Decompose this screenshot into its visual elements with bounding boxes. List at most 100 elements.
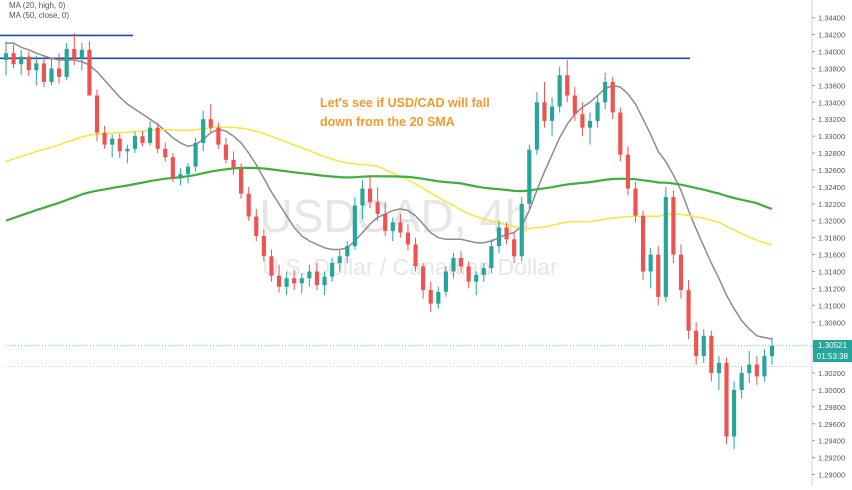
tick-label: 1.32200 [818, 200, 845, 209]
candle-body [185, 166, 191, 175]
candle-body [587, 120, 593, 128]
candle-body [754, 364, 759, 377]
tick-label: 1.29800 [818, 403, 845, 412]
tick-label: 1.34000 [818, 48, 845, 57]
candle-body [390, 222, 395, 231]
candle-body [762, 356, 767, 377]
tick-label: 1.32600 [818, 166, 845, 175]
candles [3, 32, 775, 450]
candle-body [686, 290, 691, 331]
candle-body [34, 63, 39, 71]
candle-body [731, 389, 737, 437]
candle-body [701, 335, 706, 357]
candle-body [11, 53, 16, 65]
candle-body [3, 53, 9, 60]
candle-body [421, 266, 426, 291]
candle-body [26, 56, 31, 71]
grid-lines [6, 345, 812, 367]
tick-label: 1.31800 [818, 234, 845, 243]
ma100-line [5, 166, 773, 222]
candle-body [572, 95, 577, 115]
candle-body [375, 202, 380, 214]
candle-body [170, 157, 175, 179]
tick-label: 1.32800 [818, 149, 845, 158]
candle-body [656, 254, 661, 297]
candle-body [64, 48, 69, 77]
candle-body [49, 68, 54, 82]
candle-body [178, 174, 183, 179]
candle-body [769, 345, 775, 357]
candle-body [678, 254, 684, 291]
candle-body [610, 81, 615, 113]
candle-body [648, 254, 653, 272]
candle-body [405, 232, 411, 245]
candle-body [633, 188, 638, 216]
candle-body [663, 197, 668, 297]
candle-body [254, 216, 259, 236]
candle-body [489, 246, 494, 269]
candle-body [102, 132, 107, 145]
candle-body [216, 127, 221, 145]
candle-body [57, 68, 62, 77]
candle-body [481, 268, 486, 275]
price-axis: 1.34400 1.34200 1.34000 1.33800 1.33600 1.334… [811, 0, 845, 485]
candle-body [284, 278, 289, 287]
tick-label: 1.29600 [818, 420, 845, 429]
tick-label: 1.33600 [818, 81, 845, 90]
candle-body [709, 335, 714, 374]
candle-body [451, 257, 456, 272]
candle-body [110, 138, 115, 145]
candle-body [337, 256, 342, 264]
tick-label: 1.31200 [818, 284, 845, 293]
candle-body [640, 215, 646, 272]
candle-body [132, 136, 138, 149]
tick-label: 1.30800 [818, 318, 845, 327]
tick-label: 1.32000 [818, 217, 845, 226]
tick-label: 1.29000 [818, 471, 845, 480]
candle-body [193, 142, 198, 167]
candle-body [694, 330, 699, 357]
tick-label: 1.34400 [818, 14, 845, 23]
candle-body [299, 278, 304, 284]
candle-body [413, 244, 418, 267]
candle-body [580, 114, 585, 128]
candle-body [519, 203, 524, 257]
candle-body [603, 81, 608, 103]
candle-body [201, 119, 206, 143]
candle-body [367, 188, 373, 203]
candle-body [466, 266, 471, 282]
candle-body [246, 193, 251, 217]
candle-body [383, 213, 388, 231]
watermark: USDCAD, 4h U.S. Dollar / Canadian Dollar [260, 190, 558, 280]
candle-body [276, 275, 282, 287]
candle-body [534, 102, 539, 150]
candle-body [140, 136, 145, 143]
candle-body [155, 127, 160, 149]
tick-label: 1.30000 [818, 386, 845, 395]
candle-body [549, 106, 555, 121]
legend-ma50: MA (50, close, 0) [9, 11, 70, 20]
tick-label: 1.30200 [818, 369, 845, 378]
candle-body [565, 75, 570, 96]
candle-body [345, 246, 350, 257]
candle-body [443, 271, 448, 292]
candle-body [716, 362, 721, 374]
annotation-line-2: down from the 20 SMA [320, 115, 455, 129]
candle-body [496, 227, 502, 247]
candle-body [436, 291, 441, 304]
tick-label: 1.32400 [818, 183, 845, 192]
legend-ma20: MA (20, high, 0) [9, 1, 66, 10]
tick-label: 1.31400 [818, 267, 845, 276]
candle-body [231, 159, 236, 169]
candle-body [542, 102, 547, 121]
tick-label: 1.33200 [818, 115, 845, 124]
tick-label: 1.29200 [818, 454, 845, 463]
candle-body [148, 127, 153, 143]
candle-body [747, 364, 752, 374]
candle-body [307, 271, 312, 279]
candle-body [261, 235, 266, 257]
tick-label: 1.31000 [818, 301, 845, 310]
candle-body [724, 362, 729, 437]
tick-label: 1.31600 [818, 251, 845, 260]
